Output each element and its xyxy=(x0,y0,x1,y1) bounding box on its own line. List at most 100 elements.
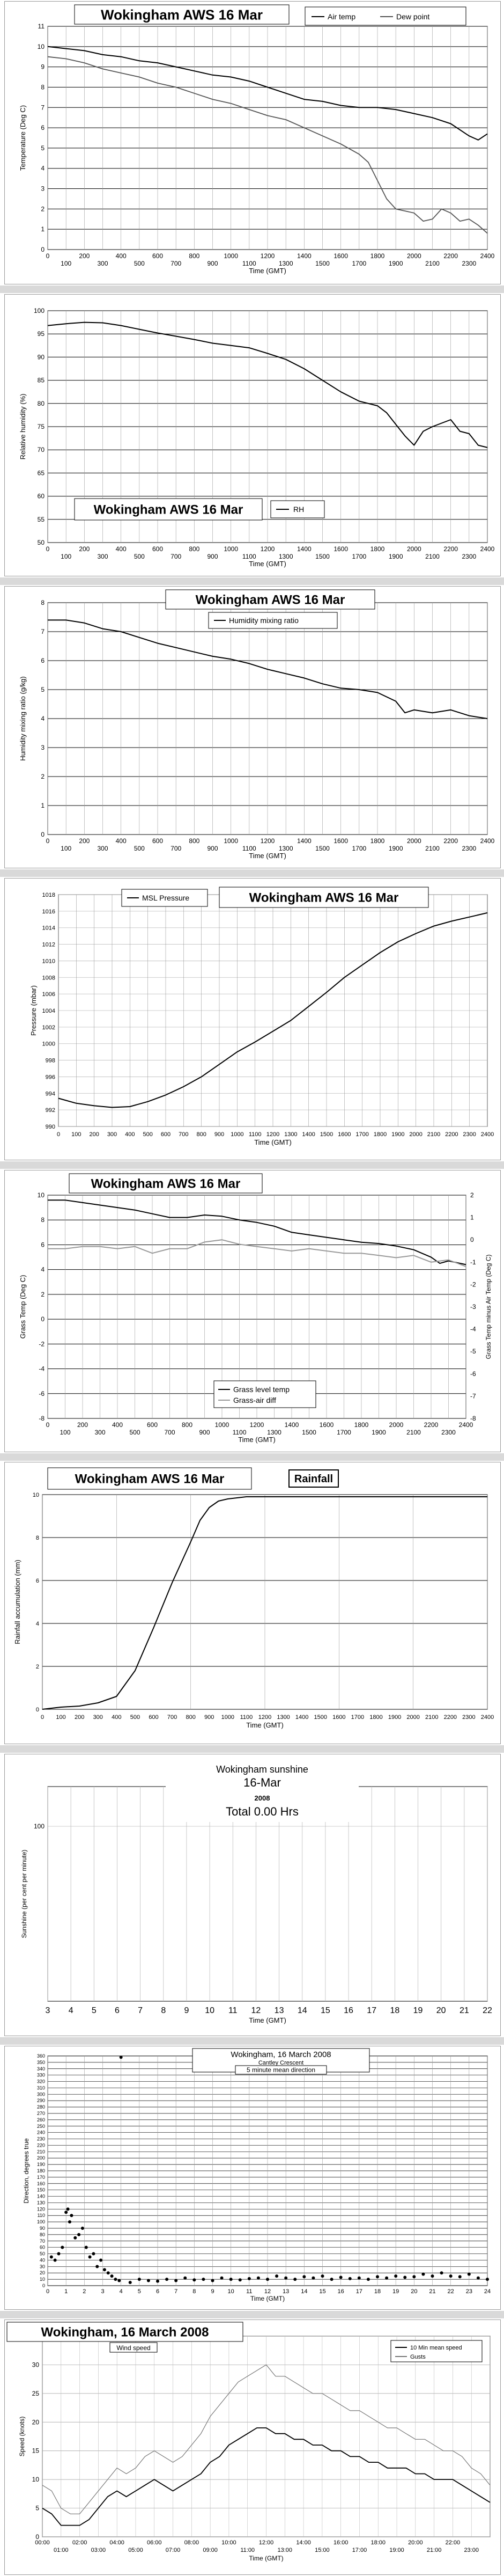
x-tick-label: 800 xyxy=(196,1131,206,1138)
data-point xyxy=(376,2275,379,2279)
x-axis-label: Time (GMT) xyxy=(249,560,286,568)
x-tick-label: 22 xyxy=(448,2288,454,2295)
x-tick-label: 1900 xyxy=(388,1714,401,1721)
data-point xyxy=(238,2278,242,2282)
y-tick-label: 50 xyxy=(38,539,45,546)
x-tick-label: 13 xyxy=(275,2006,284,2015)
data-point xyxy=(49,2255,53,2259)
data-point xyxy=(156,2279,159,2283)
data-point xyxy=(357,2276,361,2280)
y-tick-label: 130 xyxy=(37,2200,45,2205)
legend-label-grass-temp: Grass level temp xyxy=(233,1385,290,1394)
x-tick-label: 0 xyxy=(46,2288,49,2295)
y-tick-label: 240 xyxy=(37,2130,45,2135)
x-tick-label: 14 xyxy=(298,2006,307,2015)
x-tick-label: 5 xyxy=(92,2006,97,2015)
x-tick-label: 09:00 xyxy=(203,2547,218,2553)
x-tick-label: 02:00 xyxy=(72,2540,87,2546)
data-point xyxy=(84,2245,88,2249)
chart-panel-temperature: 0 1 2 3 4 5 6 7 8 9 10 11 0 200 400 600 800 1000 1200 1400 1… xyxy=(4,1,501,284)
x-tick-label: 08:00 xyxy=(184,2540,199,2546)
x-tick-label: 2000 xyxy=(407,837,421,845)
x-tick-label: 1400 xyxy=(297,545,312,553)
x-tick-label: 7 xyxy=(174,2288,177,2295)
x-tick-label: 6 xyxy=(156,2288,159,2295)
x-tick-label: 6 xyxy=(115,2006,120,2015)
data-point xyxy=(312,2276,315,2280)
data-point xyxy=(247,2277,251,2280)
chart-panel-sunshine: 3 4 5 6 7 8 9 10 11 12 13 14 15 16 17 18 19 20 21 22 100 Time… xyxy=(4,1754,501,2036)
legend-box xyxy=(390,2340,483,2362)
x-tick-label: 1600 xyxy=(338,1131,351,1138)
y-tick-label: 75 xyxy=(38,423,45,430)
y-tick-label: 7 xyxy=(41,104,45,111)
data-point xyxy=(183,2276,187,2280)
y-tick-label: 80 xyxy=(38,400,45,407)
x-tick-label: 1 xyxy=(64,2288,68,2295)
x-tick-label: 2100 xyxy=(406,1429,421,1436)
data-point xyxy=(385,2276,389,2280)
x-tick-label: 05:00 xyxy=(128,2547,143,2553)
x-tick-label: 300 xyxy=(94,1429,105,1436)
y-tick-label: 0 xyxy=(35,2533,39,2541)
chart-subtitle: Rainfall xyxy=(294,1473,333,1485)
x-tick-label: 2000 xyxy=(389,1421,404,1429)
y-tick-label: 90 xyxy=(40,2226,45,2231)
y-right-tick-label: -8 xyxy=(470,1415,476,1422)
data-point xyxy=(114,2278,117,2281)
x-tick-label: 9 xyxy=(184,2006,189,2015)
y-tick-label: 160 xyxy=(37,2181,45,2186)
chart-title: Wokingham, 16 March 2008 xyxy=(41,2325,209,2340)
x-tick-label: 2000 xyxy=(406,1714,419,1721)
x-tick-label: 1900 xyxy=(389,553,403,560)
x-axis-label: Time (GMT) xyxy=(246,1721,284,1729)
x-tick-label: 14:00 xyxy=(296,2540,311,2546)
chart-subtitle: 16-Mar xyxy=(243,1776,281,1789)
x-tick-label: 16 xyxy=(344,2006,353,2015)
x-tick-label: 600 xyxy=(147,1421,158,1429)
x-tick-label: 2300 xyxy=(441,1429,456,1436)
x-tick-label: 300 xyxy=(97,260,108,267)
x-tick-label: 1100 xyxy=(242,553,256,560)
y-tick-label: 2 xyxy=(36,1664,39,1670)
data-point xyxy=(476,2276,480,2280)
chart-title: Wokingham AWS 16 Mar xyxy=(249,891,399,905)
x-tick-label: 12 xyxy=(251,2006,261,2015)
y-tick-label: 15 xyxy=(32,2447,40,2455)
y-axis-label: Grass Temp (Deg C) xyxy=(19,1275,27,1339)
x-tick-label: 19:00 xyxy=(389,2547,404,2553)
chart-panel-mixing-ratio: 0 1 2 3 4 5 6 7 8 0 200 400 600 800 1000 1200 1400 1600 18… xyxy=(4,586,501,868)
data-point xyxy=(449,2274,453,2278)
x-tick-label: 400 xyxy=(116,545,127,553)
data-point xyxy=(339,2275,343,2279)
x-tick-label: 2300 xyxy=(462,845,476,852)
x-tick-label: 1500 xyxy=(314,1714,327,1721)
chart-title: Wokingham AWS 16 Mar xyxy=(75,1472,225,1487)
y-tick-label: 1 xyxy=(41,802,45,809)
x-tick-label: 5 xyxy=(138,2288,141,2295)
x-tick-label: 8 xyxy=(161,2006,166,2015)
x-axis-label: Time (GMT) xyxy=(249,852,286,860)
data-point xyxy=(192,2278,196,2282)
y-tick-label: 55 xyxy=(38,516,45,523)
x-tick-label: 800 xyxy=(189,545,199,553)
chart-title: Wokingham AWS 16 Mar xyxy=(94,503,243,517)
x-tick-label: 1400 xyxy=(295,1714,308,1721)
legend-label-mixing-ratio: Humidity mixing ratio xyxy=(229,616,299,625)
y-tick-label: 996 xyxy=(46,1074,55,1080)
x-tick-label: 1000 xyxy=(221,1714,234,1721)
y-tick-label: 1006 xyxy=(42,991,55,998)
x-tick-label: 700 xyxy=(167,1714,177,1721)
x-tick-label: 1700 xyxy=(352,553,366,560)
data-point xyxy=(486,2278,489,2281)
x-tick-label: 500 xyxy=(129,1429,140,1436)
x-tick-label: 500 xyxy=(134,845,145,852)
y-tick-label: 1012 xyxy=(42,942,55,948)
data-point xyxy=(366,2278,370,2281)
x-tick-label: 0 xyxy=(46,1421,50,1429)
chart-panel-pressure: 990 992 994 996 998 1000 1002 1004 1006 1008 1010 1… xyxy=(4,878,501,1160)
x-tick-label: 1200 xyxy=(261,545,275,553)
y-tick-label: 10 xyxy=(38,1191,45,1199)
data-point xyxy=(92,2252,95,2256)
x-tick-label: 2100 xyxy=(425,553,440,560)
